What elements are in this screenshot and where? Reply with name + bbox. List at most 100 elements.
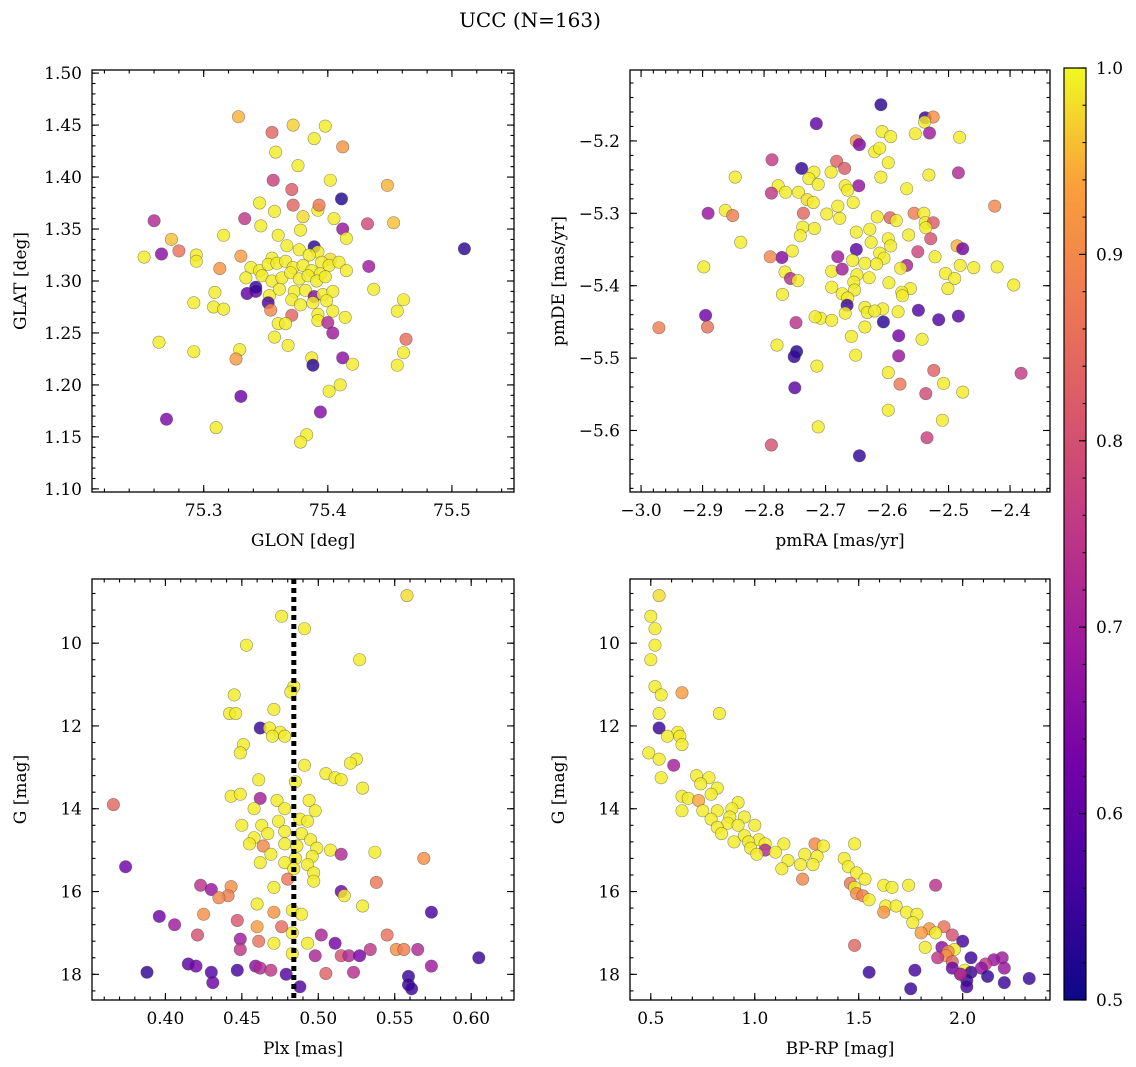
scatter-point bbox=[874, 98, 888, 112]
scatter-point bbox=[849, 225, 863, 239]
y-tick-label: 1.45 bbox=[44, 116, 82, 136]
panel-pmra-pmde: −3.0 −2.9 −2.8 −2.7 −2.6 −2.5 −2.4 −5.6 −5.5 −5.4… bbox=[549, 69, 1051, 551]
scatter-point bbox=[652, 321, 666, 335]
scatter-point bbox=[895, 289, 909, 303]
scatter-point bbox=[293, 298, 307, 312]
colorbar-tick-label: 0.9 bbox=[1096, 245, 1123, 265]
scatter-point bbox=[369, 875, 383, 889]
scatter-point bbox=[252, 773, 266, 787]
scatter-point bbox=[387, 216, 401, 230]
scatter-point bbox=[911, 303, 925, 317]
scatter-point bbox=[323, 173, 337, 187]
scatter-point bbox=[321, 316, 335, 330]
scatter-point bbox=[906, 916, 920, 930]
scatter-point bbox=[696, 804, 710, 818]
scatter-point bbox=[152, 909, 166, 923]
scatter-point bbox=[881, 156, 895, 170]
scatter-point bbox=[844, 329, 858, 343]
scatter-point bbox=[728, 170, 742, 184]
scatter-point bbox=[892, 329, 906, 343]
scatter-point bbox=[302, 248, 316, 262]
scatter-point bbox=[796, 872, 810, 886]
scatter-point bbox=[852, 449, 866, 463]
x-tick-label: −2.4 bbox=[989, 501, 1030, 521]
scatter-point bbox=[168, 918, 182, 932]
scatter-point bbox=[318, 119, 332, 133]
scatter-point bbox=[306, 296, 320, 310]
scatter-point bbox=[266, 173, 280, 187]
scatter-point bbox=[927, 363, 941, 377]
scatter-point bbox=[187, 345, 201, 359]
scatter-point bbox=[286, 198, 300, 212]
scatter-point bbox=[902, 878, 916, 892]
scatter-point bbox=[734, 235, 748, 249]
scatter-point bbox=[825, 313, 839, 327]
scatter-point bbox=[877, 905, 891, 919]
x-tick-label: 0.55 bbox=[376, 1009, 414, 1029]
scatter-point bbox=[212, 891, 226, 905]
scatter-point bbox=[731, 818, 745, 832]
scatter-point bbox=[267, 880, 281, 894]
colorbar: 0.5 0.6 0.7 0.8 0.9 1.0 bbox=[1063, 59, 1123, 1011]
scatter-point bbox=[140, 965, 154, 979]
scatter-point bbox=[858, 320, 872, 334]
scatter-point bbox=[712, 706, 726, 720]
x-tick-label: 0.50 bbox=[299, 1009, 337, 1029]
scatter-point bbox=[953, 130, 967, 144]
scatter-point bbox=[648, 622, 662, 636]
scatter-point bbox=[314, 928, 328, 942]
scatter-point bbox=[227, 688, 241, 702]
scatter-point bbox=[770, 338, 784, 352]
scatter-point bbox=[777, 837, 791, 851]
colorbar-gradient bbox=[1063, 67, 1087, 1001]
scatter-point bbox=[275, 609, 289, 623]
scatter-point bbox=[882, 276, 896, 290]
y-tick-label: 12 bbox=[598, 717, 620, 737]
scatter-point bbox=[791, 274, 805, 288]
scatter-point bbox=[908, 963, 922, 977]
scatter-point bbox=[835, 262, 849, 276]
x-axis-label: pmRA [mas/yr] bbox=[775, 531, 904, 551]
y-axis-label: GLAT [deg] bbox=[11, 232, 31, 330]
scatter-point bbox=[750, 847, 764, 861]
scatter-point bbox=[1014, 366, 1028, 380]
scatter-point bbox=[334, 192, 348, 206]
scatter-point bbox=[928, 250, 942, 264]
scatter-point bbox=[318, 270, 332, 284]
scatter-point bbox=[931, 951, 945, 965]
scatter-point bbox=[889, 214, 903, 228]
scatter-point bbox=[327, 212, 341, 226]
scatter-point bbox=[326, 326, 340, 340]
scatter-point bbox=[360, 217, 374, 231]
scatter-point bbox=[253, 791, 267, 805]
scatter-point bbox=[363, 942, 377, 956]
scatter-point bbox=[831, 250, 845, 264]
scatter-point bbox=[253, 961, 267, 975]
scatter-point bbox=[945, 928, 959, 942]
x-tick-label: 0.60 bbox=[452, 1009, 490, 1029]
scatter-point bbox=[862, 893, 876, 907]
scatter-point bbox=[307, 132, 321, 146]
scatter-point bbox=[368, 845, 382, 859]
scatter-point bbox=[953, 258, 967, 272]
scatter-point bbox=[919, 221, 933, 235]
scatter-point bbox=[785, 244, 799, 258]
scatter-point bbox=[701, 206, 715, 220]
colorbar-tick-label: 0.5 bbox=[1096, 991, 1123, 1011]
scatter-point bbox=[920, 431, 934, 445]
panel-plx-g: 0.40 0.45 0.50 0.55 0.60 10 12 14 16 18 Plx [mas] G… bbox=[11, 578, 515, 1059]
scatter-point bbox=[411, 942, 425, 956]
scatter-point bbox=[261, 827, 275, 841]
scatter-point bbox=[1022, 971, 1036, 985]
scatter-point bbox=[233, 787, 247, 801]
scatter-point bbox=[889, 899, 903, 913]
scatter-point bbox=[789, 316, 803, 330]
scatter-point bbox=[367, 282, 381, 296]
scatter-point bbox=[267, 702, 281, 716]
scatter-point bbox=[272, 282, 286, 296]
scatter-point bbox=[106, 798, 120, 812]
scatter-point bbox=[152, 335, 166, 349]
scatter-point bbox=[862, 271, 876, 285]
scatter-point bbox=[233, 746, 247, 760]
scatter-point bbox=[806, 858, 820, 872]
